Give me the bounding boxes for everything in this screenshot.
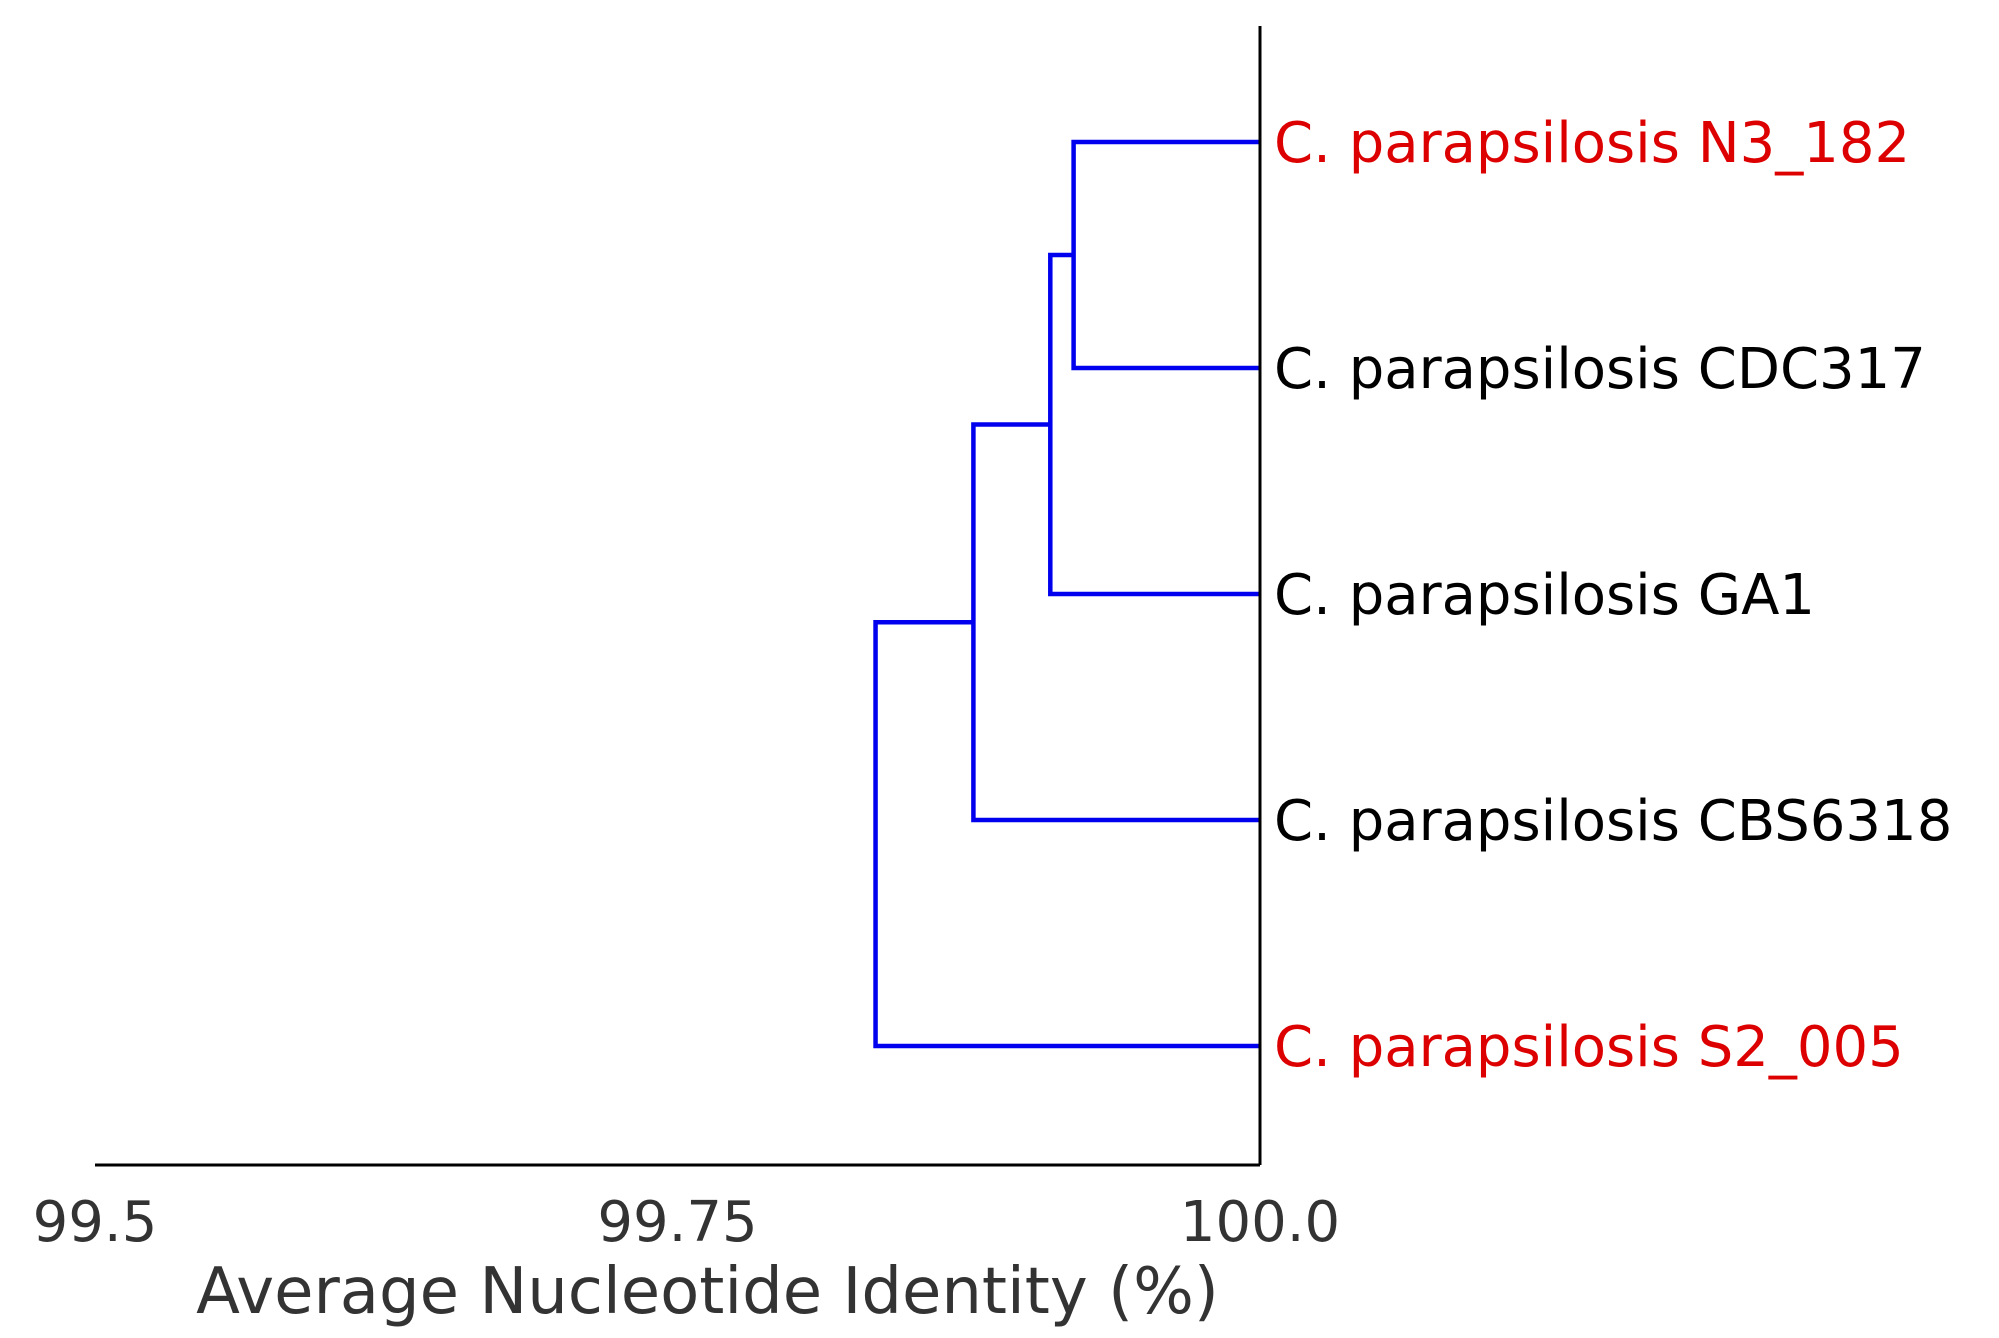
dendrogram-link [971,422,1260,823]
x-tick-label: 100.0 [1180,1190,1340,1255]
dendrogram-link [873,620,1260,1049]
x-axis-title: Average Nucleotide Identity (%) [196,1255,1219,1329]
leaf-label: C. parapsilosis N3_182 [1274,111,1910,176]
dendrogram-link [1071,139,1260,371]
leaf-labels: C. parapsilosis N3_182 C. parapsilosis CD… [1274,111,1952,1080]
x-tick-label: 99.75 [597,1190,757,1255]
leaf-label: C. parapsilosis S2_005 [1274,1015,1904,1080]
leaf-label: C. parapsilosis CDC317 [1274,337,1926,402]
dendrogram-link [1048,252,1260,597]
x-tick-label: 99.5 [33,1190,158,1255]
leaf-label: C. parapsilosis GA1 [1274,563,1815,628]
x-axis-ticks: 99.5 99.75 100.0 [33,1190,1341,1255]
dendrogram-links [873,139,1260,1049]
leaf-label: C. parapsilosis CBS6318 [1274,789,1952,854]
